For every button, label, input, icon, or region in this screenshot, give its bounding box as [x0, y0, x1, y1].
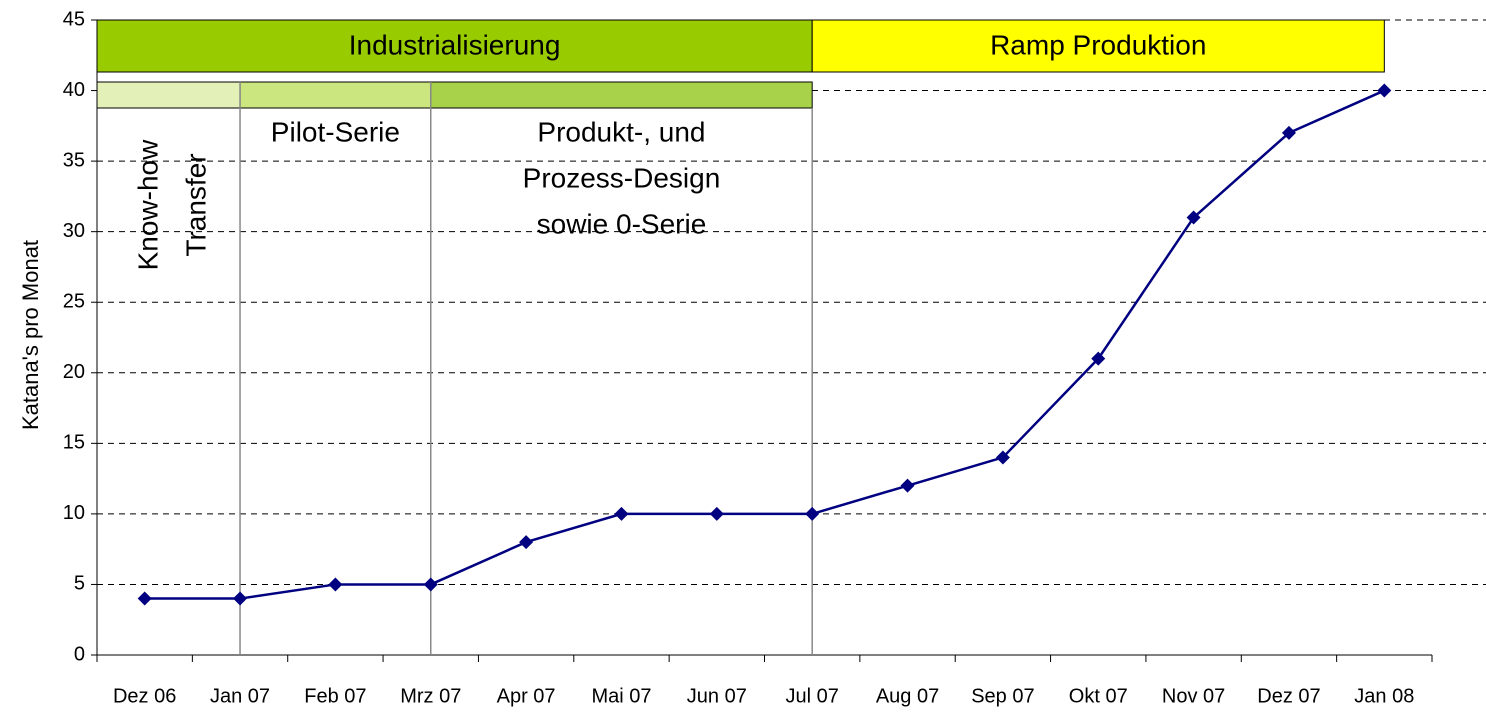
- phase-label: Ramp Produktion: [990, 29, 1206, 60]
- subphase-label: Know-how: [132, 139, 163, 271]
- x-tick-label: Dez 07: [1257, 685, 1320, 707]
- subphase-label: sowie 0-Serie: [537, 208, 707, 239]
- x-tick-label: Mai 07: [591, 685, 651, 707]
- subphase-label: Produkt-, und: [537, 116, 705, 147]
- marker: [328, 577, 342, 591]
- x-tick-label: Mrz 07: [400, 685, 461, 707]
- x-tick-label: Jan 07: [210, 685, 270, 707]
- y-tick-label: 25: [63, 291, 85, 313]
- subphase-bar: [97, 82, 240, 108]
- x-tick-label: Jan 08: [1354, 685, 1414, 707]
- x-tick-label: Aug 07: [876, 685, 939, 707]
- subphase-bar: [431, 82, 812, 108]
- y-tick-label: 35: [63, 149, 85, 171]
- subphase-label: Prozess-Design: [523, 162, 721, 193]
- line-series: [145, 91, 1385, 599]
- marker: [614, 507, 628, 521]
- x-tick-label: Nov 07: [1162, 685, 1225, 707]
- marker: [233, 592, 247, 606]
- x-tick-label: Sep 07: [971, 685, 1034, 707]
- subphase-label: Transfer: [180, 153, 211, 256]
- phase-label: Industrialisierung: [349, 29, 561, 60]
- marker: [901, 479, 915, 493]
- chart: Katana's pro Monat 0 5 10 15 20 25 30 35 40 45 Dez…: [0, 0, 1486, 713]
- y-tick-label: 30: [63, 220, 85, 242]
- x-tick-label: Jul 07: [785, 685, 838, 707]
- y-tick-label: 15: [63, 432, 85, 454]
- x-tick-label: Jun 07: [687, 685, 747, 707]
- y-tick-label: 0: [74, 643, 85, 665]
- marker: [805, 507, 819, 521]
- y-tick-label: 10: [63, 502, 85, 524]
- x-tick-label: Apr 07: [497, 685, 556, 707]
- y-tick-label: 20: [63, 361, 85, 383]
- subphase-label: Pilot-Serie: [271, 116, 400, 147]
- marker: [424, 577, 438, 591]
- y-tick-label: 45: [63, 8, 85, 30]
- marker: [1377, 84, 1391, 98]
- x-tick-label: Dez 06: [113, 685, 176, 707]
- marker: [710, 507, 724, 521]
- subphase-bar: [240, 82, 431, 108]
- x-tick-label: Feb 07: [304, 685, 366, 707]
- x-tick-label: Okt 07: [1069, 685, 1128, 707]
- y-tick-label: 5: [74, 573, 85, 595]
- marker: [519, 535, 533, 549]
- y-tick-label: 40: [63, 79, 85, 101]
- y-axis-label: Katana's pro Monat: [18, 240, 43, 430]
- marker: [138, 592, 152, 606]
